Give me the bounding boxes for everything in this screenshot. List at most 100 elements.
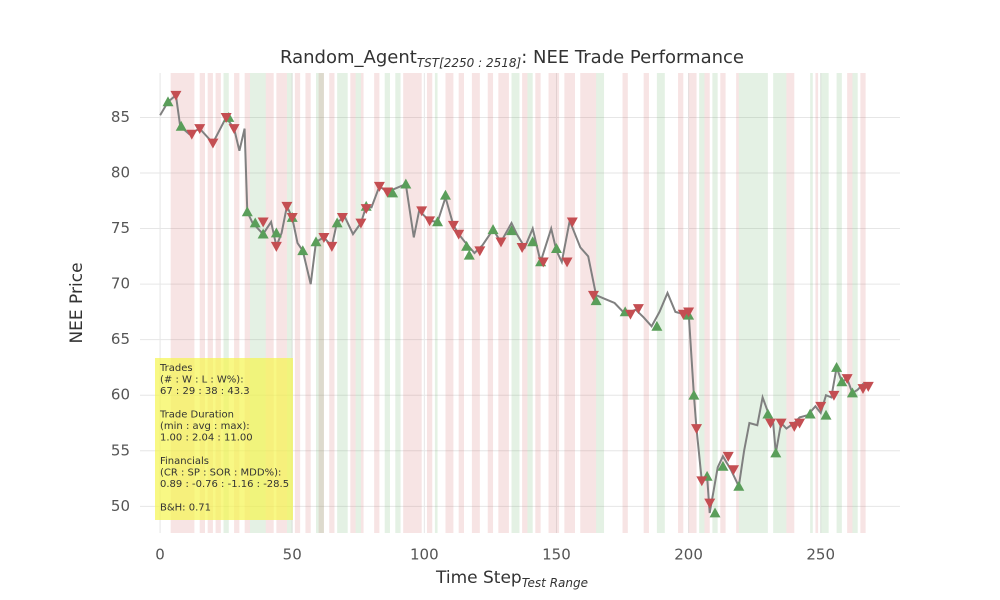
- long-periods: [286, 73, 293, 533]
- long-periods: [738, 73, 768, 533]
- sell-marker: [566, 217, 578, 228]
- buy-marker: [432, 216, 444, 227]
- short-periods: [244, 73, 250, 533]
- sell-marker: [257, 217, 269, 228]
- sell-marker: [170, 90, 182, 101]
- y-tick-label: 85: [111, 108, 130, 126]
- long-periods: [656, 73, 665, 533]
- sell-marker: [775, 418, 787, 429]
- long-periods: [712, 73, 718, 533]
- long-periods: [527, 73, 533, 533]
- short-periods: [736, 73, 739, 533]
- sell-marker: [474, 246, 486, 257]
- buy-marker: [846, 387, 858, 398]
- annotation-text: Trades: [159, 363, 193, 374]
- buy-marker: [836, 376, 848, 387]
- y-tick-label: 50: [111, 497, 130, 515]
- annotation-text: 0.89 : -0.76 : -1.16 : -28.5: [160, 479, 289, 490]
- buy-marker: [506, 225, 518, 236]
- long-periods: [355, 73, 361, 533]
- buy-marker: [310, 236, 322, 247]
- buy-marker: [439, 189, 451, 200]
- buy-marker: [831, 361, 843, 372]
- short-periods: [318, 73, 324, 533]
- buy-marker: [717, 460, 729, 471]
- annotation-text: Financials: [160, 456, 209, 467]
- long-periods: [337, 73, 348, 533]
- sell-marker: [587, 290, 599, 301]
- chart-title: Random_AgentTST[2250 : 2518]: NEE Trade …: [280, 47, 744, 70]
- sell-marker: [326, 241, 338, 252]
- buy-marker: [257, 228, 269, 239]
- y-tick-label: 75: [111, 219, 130, 237]
- sell-marker: [228, 124, 240, 135]
- y-axis-label: NEE Price: [67, 262, 87, 343]
- annotation-text: (# : W : L : W%):: [160, 375, 244, 386]
- sell-marker: [561, 257, 573, 268]
- buy-marker: [550, 243, 562, 253]
- y-tick-label: 70: [111, 275, 130, 293]
- buy-marker: [487, 224, 499, 235]
- buy-marker: [762, 408, 774, 419]
- title-subscript: TST[2250 : 2518]: [417, 56, 522, 70]
- buy-marker: [297, 245, 309, 256]
- sell-marker: [828, 390, 840, 401]
- short-periods: [815, 73, 819, 533]
- long-periods: [511, 73, 520, 533]
- sell-marker: [355, 218, 367, 229]
- x-tick-label: 200: [674, 546, 703, 564]
- buy-marker: [527, 236, 539, 247]
- short-periods: [720, 73, 726, 533]
- short-periods: [498, 73, 509, 533]
- annotation-text: 67 : 29 : 38 : 43.3: [160, 386, 250, 397]
- sell-marker: [728, 465, 740, 476]
- buy-marker: [820, 409, 832, 420]
- long-periods: [699, 73, 705, 533]
- short-periods: [374, 73, 380, 533]
- x-tick-label: 250: [806, 546, 835, 564]
- buy-marker: [162, 96, 174, 107]
- short-periods: [548, 73, 560, 533]
- sell-marker: [381, 187, 393, 198]
- short-periods: [522, 73, 528, 533]
- short-periods: [704, 73, 710, 533]
- short-periods: [265, 73, 274, 533]
- annotation-text: Trade Duration: [159, 410, 234, 421]
- long-periods: [384, 73, 390, 533]
- short-periods: [207, 73, 213, 533]
- short-periods: [471, 73, 480, 533]
- short-periods: [487, 73, 494, 533]
- sell-marker: [537, 257, 549, 268]
- long-periods: [810, 73, 813, 533]
- annotation-text: B&H: 0.71: [160, 503, 211, 514]
- sell-marker: [286, 213, 298, 223]
- sell-marker: [841, 374, 853, 385]
- buy-marker: [651, 320, 663, 331]
- short-periods: [199, 73, 206, 533]
- sell-marker: [704, 498, 716, 509]
- buy-marker: [461, 240, 473, 251]
- short-periods: [847, 73, 853, 533]
- long-periods: [434, 73, 438, 533]
- sell-marker: [691, 424, 703, 435]
- long-periods: [773, 73, 787, 533]
- buy-marker: [590, 295, 602, 306]
- sell-marker: [788, 421, 800, 432]
- long-periods: [852, 73, 858, 533]
- x-tick-label: 50: [283, 546, 302, 564]
- sell-marker: [696, 476, 708, 487]
- buy-marker: [400, 178, 412, 189]
- buy-marker: [804, 408, 816, 419]
- sell-marker: [373, 181, 385, 192]
- buy-marker: [387, 187, 399, 198]
- x-tick-label: 150: [542, 546, 571, 564]
- buy-marker: [709, 507, 721, 518]
- plot-layer: [140, 73, 900, 533]
- buy-marker: [175, 120, 187, 131]
- short-periods: [294, 73, 301, 533]
- sell-marker: [765, 418, 777, 429]
- title-main: Random_Agent: [280, 47, 417, 68]
- sell-marker: [447, 220, 459, 231]
- short-periods: [860, 73, 866, 533]
